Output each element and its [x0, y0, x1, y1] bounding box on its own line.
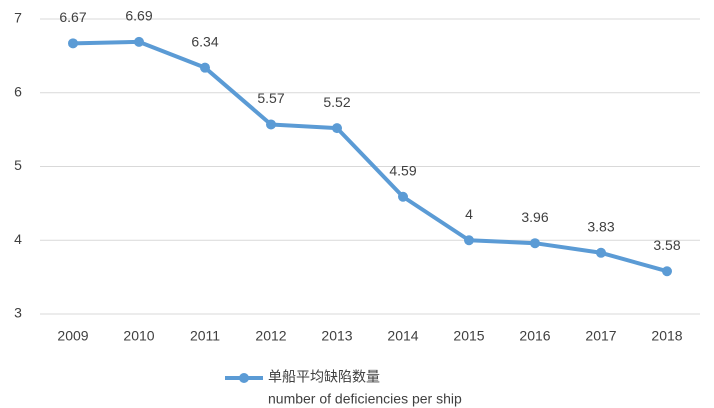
data-point	[332, 123, 342, 134]
series-line	[72, 39, 668, 274]
x-tick-label: 2014	[387, 328, 418, 344]
legend-label: 单船平均缺陷数量	[268, 369, 380, 385]
legend-marker	[239, 373, 249, 383]
data-label: 3.83	[587, 218, 614, 234]
data-label: 6.34	[191, 33, 218, 49]
y-tick-label: 7	[14, 10, 22, 26]
x-tick-label: 2013	[321, 328, 352, 344]
data-point	[266, 119, 276, 130]
x-tick-label: 2017	[585, 328, 616, 344]
data-label: 4	[465, 206, 473, 222]
x-tick-label: 2010	[123, 328, 154, 344]
data-point	[68, 38, 78, 49]
x-tick-label: 2015	[453, 328, 484, 344]
y-tick-label: 6	[14, 83, 22, 99]
x-tick-label: 2009	[57, 328, 88, 344]
y-tick-label: 3	[14, 305, 22, 321]
y-tick-label: 5	[14, 157, 22, 173]
data-point	[200, 62, 210, 73]
data-label: 5.57	[257, 90, 284, 106]
data-point	[662, 266, 672, 277]
data-label: 5.52	[323, 94, 350, 110]
x-tick-label: 2012	[255, 328, 286, 344]
legend-note: number of deficiencies per ship	[268, 391, 462, 407]
x-tick-label: 2016	[519, 328, 550, 344]
data-label: 4.59	[389, 162, 416, 178]
y-tick-label: 4	[14, 231, 22, 247]
data-label: 6.69	[125, 8, 152, 24]
data-point	[398, 191, 408, 202]
data-point	[596, 247, 606, 258]
data-point	[464, 235, 474, 246]
data-point	[134, 36, 144, 47]
data-label: 6.67	[59, 9, 86, 25]
x-tick-label: 2011	[190, 328, 220, 344]
data-label: 3.58	[653, 237, 680, 253]
x-tick-label: 2018	[651, 328, 682, 344]
data-point	[530, 238, 540, 249]
data-label: 3.96	[521, 209, 548, 225]
